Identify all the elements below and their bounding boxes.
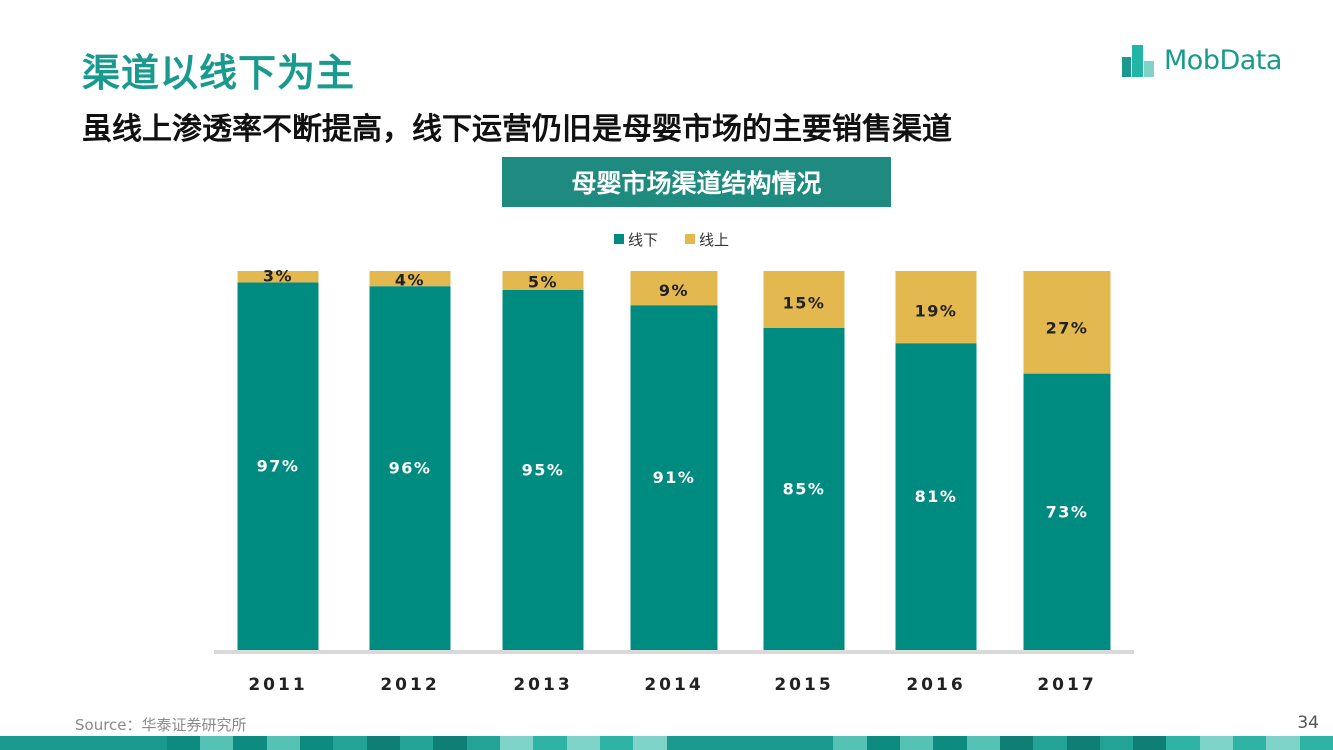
bar-offline-2014 xyxy=(630,305,718,651)
bar-online-2013 xyxy=(502,271,584,290)
footer-stripe-segment xyxy=(166,736,200,750)
footer-stripe-segment xyxy=(1266,736,1300,750)
bar-offline-2012 xyxy=(369,286,451,651)
bar-online-2016 xyxy=(895,271,977,344)
page-subtitle: 虽线上渗透率不断提高，线下运营仍旧是母婴市场的主要销售渠道 xyxy=(82,112,952,147)
footer-stripe-segment xyxy=(366,736,400,750)
footer-stripe-segment xyxy=(599,736,634,750)
footer-stripe-segment xyxy=(266,736,300,750)
footer-stripe-segment xyxy=(666,736,700,750)
building-logo-icon xyxy=(1122,45,1154,77)
bar-online-2012 xyxy=(369,271,451,287)
footer-stripe-segment xyxy=(833,736,867,750)
data-label-offline-2013: 95% xyxy=(522,461,565,480)
legend-label-1: 线上 xyxy=(699,231,729,249)
footer-stripe-segment xyxy=(699,736,734,750)
bar-online-2014 xyxy=(630,271,718,306)
data-label-offline-2011: 97% xyxy=(257,457,300,476)
footer-stripe-segment xyxy=(33,736,67,750)
footer-stripe-segment xyxy=(866,736,900,750)
data-label-offline-2012: 96% xyxy=(389,459,432,478)
bar-offline-2011 xyxy=(237,282,319,651)
x-tick-label-2011: 2011 xyxy=(248,675,307,695)
data-label-offline-2014: 91% xyxy=(653,468,696,487)
footer-stripe-segment xyxy=(1033,736,1067,750)
x-tick-label-2012: 2012 xyxy=(380,675,439,695)
footer-stripe-segment xyxy=(499,736,534,750)
footer-stripe-segment xyxy=(233,736,267,750)
bar-offline-2015 xyxy=(763,328,845,651)
data-label-offline-2016: 81% xyxy=(915,487,958,506)
bar-offline-2013 xyxy=(502,290,584,651)
footer-stripe-segment xyxy=(999,736,1034,750)
stacked-bar-chart: 线下 线上 97% 3% 2011 96% 4% 2012 95% 5% 2013 91% 9% 2014… xyxy=(214,231,1134,695)
legend-swatch-1 xyxy=(685,234,695,244)
source-note: Source：华泰证券研究所 xyxy=(75,716,247,734)
footer-stripe-segment xyxy=(766,736,800,750)
data-label-online-2012: 4% xyxy=(395,270,425,289)
logo-text: MobData xyxy=(1164,44,1282,76)
footer-stripe-segment xyxy=(1166,736,1200,750)
data-label-online-2017: 27% xyxy=(1046,318,1089,337)
footer-stripe xyxy=(0,736,1333,750)
bar-online-2017 xyxy=(1023,271,1111,374)
footer-stripe-segment xyxy=(199,736,234,750)
footer-stripe-segment xyxy=(466,736,500,750)
x-axis-line xyxy=(214,650,1134,654)
data-label-offline-2017: 73% xyxy=(1046,502,1089,521)
footer-stripe-segment xyxy=(899,736,934,750)
data-label-online-2011: 3% xyxy=(263,266,293,285)
footer-stripe-segment xyxy=(0,736,34,750)
footer-stripe-segment xyxy=(333,736,367,750)
data-label-online-2016: 19% xyxy=(915,302,958,321)
x-tick-label-2017: 2017 xyxy=(1037,675,1096,695)
legend-label-0: 线下 xyxy=(628,231,658,249)
footer-stripe-segment xyxy=(533,736,567,750)
footer-stripe-segment xyxy=(99,736,134,750)
bar-offline-2017 xyxy=(1023,373,1111,651)
footer-stripe-segment xyxy=(1099,736,1134,750)
footer-stripe-segment xyxy=(633,736,667,750)
footer-stripe-segment xyxy=(433,736,467,750)
footer-stripe-segment xyxy=(1066,736,1100,750)
footer-stripe-segment xyxy=(299,736,334,750)
footer-stripe-segment xyxy=(133,736,167,750)
page-number: 34 xyxy=(1297,713,1319,733)
legend-swatch-0 xyxy=(614,234,624,244)
mobdata-logo: MobData xyxy=(1120,40,1282,80)
footer-stripe-segment xyxy=(733,736,767,750)
footer-stripe-segment xyxy=(399,736,434,750)
x-tick-label-2013: 2013 xyxy=(513,675,572,695)
footer-stripe-segment xyxy=(1199,736,1234,750)
data-label-online-2015: 15% xyxy=(783,293,826,312)
data-label-online-2013: 5% xyxy=(528,272,558,291)
footer-stripe-segment xyxy=(1233,736,1267,750)
footer-stripe-segment xyxy=(799,736,834,750)
bar-offline-2016 xyxy=(895,343,977,651)
x-tick-label-2014: 2014 xyxy=(644,675,703,695)
footer-stripe-segment xyxy=(66,736,100,750)
footer-stripe-segment xyxy=(933,736,967,750)
bar-online-2015 xyxy=(763,271,845,328)
bar-online-2011 xyxy=(237,271,319,283)
footer-stripe-segment xyxy=(1133,736,1167,750)
x-tick-label-2015: 2015 xyxy=(774,675,833,695)
footer-stripe-segment xyxy=(566,736,600,750)
data-label-online-2014: 9% xyxy=(659,281,689,300)
x-tick-label-2016: 2016 xyxy=(906,675,965,695)
footer-stripe-segment xyxy=(1299,736,1333,750)
footer-stripe-segment xyxy=(966,736,1000,750)
chart-title: 母婴市场渠道结构情况 xyxy=(502,157,891,207)
data-label-offline-2015: 85% xyxy=(783,480,826,499)
page-title: 渠道以线下为主 xyxy=(82,51,356,95)
